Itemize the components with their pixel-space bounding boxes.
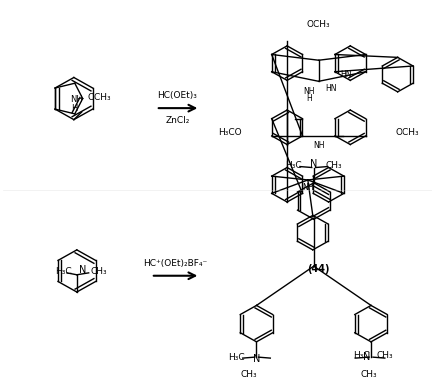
Text: H: H [305, 94, 311, 103]
Text: N: N [79, 265, 86, 275]
Text: NH: NH [301, 183, 313, 192]
Text: H₃C: H₃C [352, 351, 369, 360]
Text: NH: NH [70, 95, 83, 104]
Text: HN: HN [339, 70, 351, 79]
Text: CH₃: CH₃ [240, 370, 256, 379]
Text: OCH₃: OCH₃ [88, 93, 111, 102]
Text: HN: HN [324, 84, 335, 93]
Text: H₃C: H₃C [227, 353, 244, 362]
Text: HC(OEt)₃: HC(OEt)₃ [157, 91, 197, 101]
Text: H: H [72, 104, 78, 113]
Text: N: N [309, 158, 317, 169]
Text: (44): (44) [307, 264, 329, 274]
Text: CH₃: CH₃ [376, 351, 393, 360]
Text: CH₃: CH₃ [90, 267, 107, 276]
Text: N: N [252, 354, 260, 364]
Text: H₃CO: H₃CO [217, 128, 241, 136]
Text: H₃C: H₃C [285, 161, 301, 170]
Text: NH: NH [302, 87, 314, 96]
Text: OCH₃: OCH₃ [395, 128, 418, 136]
Text: HC⁺(OEt)₂BF₄⁻: HC⁺(OEt)₂BF₄⁻ [143, 259, 207, 268]
Text: N: N [362, 352, 370, 362]
Text: OCH₃: OCH₃ [306, 20, 330, 29]
Text: CH₃: CH₃ [325, 161, 342, 170]
Text: NH: NH [312, 141, 324, 150]
Text: H₃C: H₃C [55, 267, 72, 276]
Text: CH₃: CH₃ [360, 370, 376, 379]
Text: ZnCl₂: ZnCl₂ [165, 116, 189, 125]
